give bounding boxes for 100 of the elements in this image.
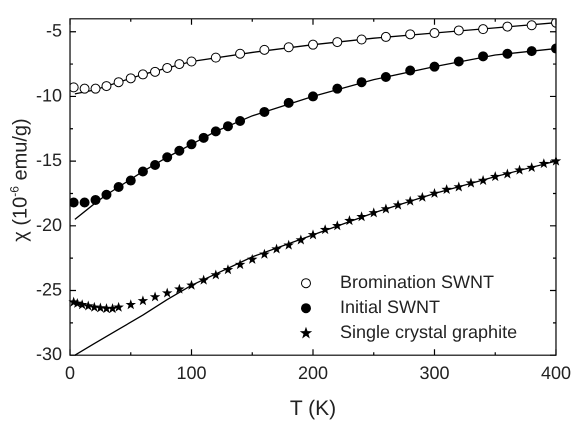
- point: [186, 280, 197, 290]
- point: [198, 132, 209, 143]
- point: [454, 25, 464, 36]
- point: [404, 196, 416, 206]
- point: [526, 20, 537, 30]
- point: [392, 200, 404, 210]
- point: [344, 215, 355, 226]
- point: [429, 62, 440, 72]
- point: [126, 73, 136, 84]
- point: [405, 29, 416, 40]
- point: [332, 220, 343, 230]
- point: [284, 98, 294, 108]
- point: [320, 224, 330, 234]
- point: [380, 72, 391, 82]
- point: [259, 248, 270, 259]
- point: [210, 269, 222, 280]
- point: [83, 300, 94, 310]
- point: [283, 240, 294, 250]
- point: [271, 244, 282, 254]
- point: [138, 69, 148, 80]
- point: [89, 302, 100, 312]
- point: [417, 192, 428, 202]
- point: [186, 56, 197, 66]
- point: [234, 259, 246, 270]
- point: [454, 56, 464, 66]
- point: [259, 106, 270, 117]
- point: [150, 160, 160, 170]
- point: [198, 274, 209, 285]
- point: [308, 91, 318, 102]
- point: [429, 188, 440, 198]
- point: [90, 194, 101, 205]
- x-tick-label: 200: [298, 362, 328, 383]
- point: [356, 77, 367, 88]
- point: [101, 81, 112, 92]
- y-tick-label: -10: [36, 85, 62, 106]
- point: [210, 52, 221, 63]
- point: [429, 28, 440, 38]
- point: [138, 166, 148, 176]
- point: [235, 48, 246, 59]
- point: [174, 59, 184, 70]
- point: [478, 24, 488, 34]
- point: [210, 126, 221, 136]
- point: [405, 66, 416, 76]
- point: [70, 198, 79, 208]
- point: [174, 146, 184, 156]
- point: [222, 121, 233, 132]
- x-tick-label: 100: [176, 362, 207, 383]
- legend-label: Bromination SWNT: [340, 272, 494, 292]
- point: [138, 295, 148, 306]
- point: [441, 184, 452, 194]
- y-tick-label: -20: [36, 214, 62, 235]
- point: [114, 77, 124, 88]
- y-tick-label: -5: [46, 20, 62, 41]
- point: [478, 51, 488, 62]
- point: [126, 176, 136, 186]
- point: [502, 168, 513, 179]
- point: [356, 211, 367, 222]
- point: [526, 162, 537, 172]
- point: [107, 303, 118, 314]
- point: [308, 40, 318, 50]
- point: [80, 198, 90, 208]
- point: [368, 207, 379, 218]
- point: [90, 84, 101, 94]
- point: [308, 229, 318, 240]
- point: [356, 34, 367, 44]
- point: [222, 264, 234, 274]
- point: [235, 116, 246, 126]
- y-tick-label: -15: [36, 150, 62, 170]
- point: [174, 284, 185, 294]
- point: [70, 82, 79, 92]
- point: [490, 171, 500, 182]
- y-tick-label: -30: [36, 344, 62, 364]
- x-tick-label: 300: [419, 362, 450, 383]
- point: [186, 139, 197, 150]
- point: [162, 152, 172, 162]
- point: [113, 302, 124, 312]
- point: [526, 46, 537, 56]
- point: [284, 42, 294, 52]
- point: [332, 37, 342, 48]
- point: [296, 234, 306, 244]
- point: [150, 291, 160, 302]
- point: [502, 22, 512, 32]
- point: [514, 164, 525, 175]
- point: [380, 203, 392, 214]
- point: [466, 178, 476, 188]
- point: [380, 32, 391, 42]
- point: [454, 182, 464, 192]
- point: [162, 288, 172, 298]
- point: [114, 182, 124, 192]
- point: [247, 254, 258, 264]
- x-tick-label: 400: [540, 362, 572, 383]
- legend-label: Initial SWNT: [340, 297, 440, 318]
- y-tick-label: -25: [36, 279, 62, 300]
- legend-label: Single crystal graphite: [340, 322, 518, 342]
- point: [95, 302, 106, 312]
- point: [126, 299, 136, 310]
- x-axis-title: T (K): [290, 397, 336, 420]
- point: [332, 84, 342, 94]
- point: [259, 44, 270, 55]
- x-tick-label: 0: [65, 362, 76, 383]
